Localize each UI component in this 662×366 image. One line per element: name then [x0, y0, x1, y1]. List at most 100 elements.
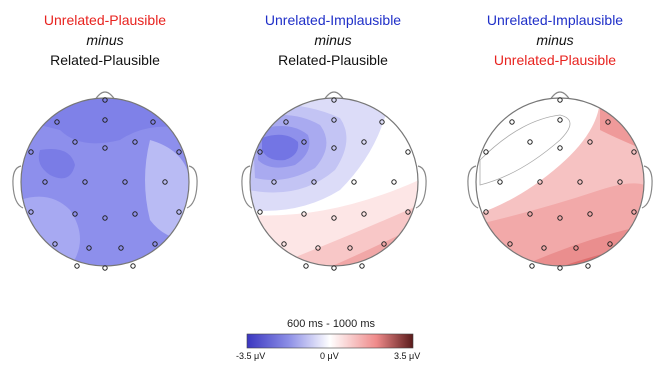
electrode-3-11: [537, 179, 543, 185]
electrode-1-5: [28, 149, 34, 155]
electrode-2-14: [257, 209, 263, 215]
electrode-2-25: [359, 263, 365, 269]
electrode-1-21: [118, 245, 124, 251]
electrode-2-18: [405, 209, 411, 215]
electrode-3-14: [483, 209, 489, 215]
panel-3-title-line1: Unrelated-Implausible: [486, 12, 624, 28]
electrode-3-18: [631, 209, 637, 215]
head-map-2: [241, 91, 427, 267]
electrode-2-17: [361, 211, 367, 217]
electrode-3-7: [557, 145, 563, 151]
electrode-2-8: [361, 139, 367, 145]
panel-1-title-minus: minus: [86, 32, 124, 48]
panel-1-title-line1: Unrelated-Plausible: [43, 12, 167, 28]
right-ear-1: [186, 165, 198, 209]
electrode-3-15: [527, 211, 533, 217]
colorbar-title: 600 ms - 1000 ms: [286, 318, 376, 330]
panel-3-title-line3: Unrelated-Plausible: [493, 52, 617, 68]
electrode-1-1: [102, 97, 108, 103]
electrode-markers: [28, 97, 637, 271]
electrode-3-21: [573, 245, 579, 251]
electrode-1-9: [176, 149, 182, 155]
left-ear-2: [241, 165, 253, 209]
electrode-1-4: [150, 119, 156, 125]
right-ear-3: [641, 165, 653, 209]
electrode-1-8: [132, 139, 138, 145]
electrode-3-9: [631, 149, 637, 155]
electrode-2-21: [347, 245, 353, 251]
electrode-2-9: [405, 149, 411, 155]
electrode-3-3: [557, 117, 563, 123]
electrode-3-20: [541, 245, 547, 251]
electrode-3-10: [497, 179, 503, 185]
electrode-1-13: [162, 179, 168, 185]
electrode-1-10: [42, 179, 48, 185]
panel-1-title: Unrelated-Plausible minus Related-Plausi…: [0, 10, 210, 70]
colorbar-min-label: -3.5 μV: [236, 351, 266, 361]
electrode-3-6: [527, 139, 533, 145]
electrode-1-6: [72, 139, 78, 145]
colorbar: [246, 333, 414, 349]
head-map-1: [12, 91, 198, 267]
electrode-2-7: [331, 145, 337, 151]
panel-2-title: Unrelated-Implausible minus Related-Plau…: [228, 10, 438, 70]
electrode-1-11: [82, 179, 88, 185]
electrode-2-1: [331, 97, 337, 103]
electrode-1-22: [152, 241, 158, 247]
electrode-1-3: [102, 117, 108, 123]
electrode-1-17: [132, 211, 138, 217]
electrode-3-23: [529, 263, 535, 269]
electrode-3-25: [585, 263, 591, 269]
electrode-2-24: [331, 265, 337, 271]
electrode-1-12: [122, 179, 128, 185]
electrode-2-23: [303, 263, 309, 269]
electrode-2-19: [281, 241, 287, 247]
electrode-3-5: [483, 149, 489, 155]
electrode-1-14: [28, 209, 34, 215]
electrode-1-15: [72, 211, 78, 217]
electrode-1-24: [102, 265, 108, 271]
electrode-2-13: [391, 179, 397, 185]
electrode-3-13: [617, 179, 623, 185]
electrode-3-17: [587, 211, 593, 217]
electrode-3-22: [607, 241, 613, 247]
electrode-2-6: [301, 139, 307, 145]
electrode-1-2: [54, 119, 60, 125]
panel-2-title-line3: Related-Plausible: [278, 52, 388, 68]
electrode-2-12: [351, 179, 357, 185]
electrode-3-8: [587, 139, 593, 145]
electrode-1-23: [74, 263, 80, 269]
electrode-3-2: [509, 119, 515, 125]
electrode-1-25: [130, 263, 136, 269]
electrode-1-16: [102, 215, 108, 221]
electrode-2-20: [315, 245, 321, 251]
panel-3-title-minus: minus: [536, 32, 574, 48]
electrode-1-20: [86, 245, 92, 251]
panel-1-title-line3: Related-Plausible: [50, 52, 160, 68]
electrode-2-16: [331, 215, 337, 221]
electrode-1-19: [52, 241, 58, 247]
electrode-2-15: [301, 211, 307, 217]
left-ear-3: [467, 165, 479, 209]
electrode-2-2: [283, 119, 289, 125]
panel-2-title-minus: minus: [314, 32, 352, 48]
electrode-2-5: [257, 149, 263, 155]
electrode-3-19: [507, 241, 513, 247]
left-ear-1: [12, 165, 24, 209]
electrode-2-4: [379, 119, 385, 125]
panel-2-title-line1: Unrelated-Implausible: [264, 12, 402, 28]
electrode-3-1: [557, 97, 563, 103]
electrode-2-3: [331, 117, 337, 123]
electrode-2-10: [271, 179, 277, 185]
right-ear-2: [415, 165, 427, 209]
electrode-3-12: [577, 179, 583, 185]
electrode-3-16: [557, 215, 563, 221]
colorbar-mid-label: 0 μV: [320, 351, 339, 361]
panel-3-title: Unrelated-Implausible minus Unrelated-Pl…: [450, 10, 660, 70]
electrode-2-22: [381, 241, 387, 247]
electrode-1-18: [176, 209, 182, 215]
electrode-3-4: [605, 119, 611, 125]
electrode-2-11: [311, 179, 317, 185]
colorbar-max-label: 3.5 μV: [394, 351, 421, 361]
